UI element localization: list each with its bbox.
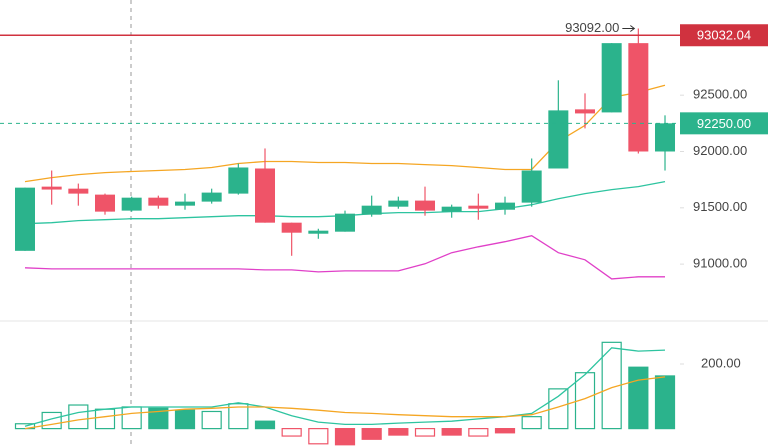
max-label: 93092.00 [565, 20, 619, 35]
y-tick-label: 92500.00 [693, 87, 747, 102]
indicator-line [24, 376, 666, 430]
histogram-bar [574, 372, 596, 430]
price-tag-label: 93032.04 [697, 28, 751, 43]
candle-body [41, 186, 62, 190]
indicator-line [24, 235, 665, 280]
candle-body [601, 43, 622, 113]
candle-body [335, 213, 356, 232]
candle-body [521, 170, 542, 203]
candle-body [201, 192, 222, 202]
histogram-bar [654, 375, 676, 430]
histogram-bar [94, 408, 116, 430]
max-arrow [630, 25, 636, 32]
y-tick-label: 92000.00 [693, 143, 747, 158]
histogram-bar [361, 428, 382, 440]
histogram-bar [334, 428, 356, 446]
y-tick-label: 91500.00 [693, 199, 747, 214]
price-axis: 91000.00 91500.00 92000.00 92500.00 93032.04… [680, 24, 768, 370]
histogram-bar [148, 407, 169, 430]
candle-body [308, 230, 329, 234]
candle-body [148, 197, 169, 206]
candle-body [548, 110, 569, 169]
candle-body [655, 123, 676, 152]
indicator-line [24, 84, 666, 183]
price-tag [680, 24, 768, 47]
candle-body [495, 202, 516, 210]
histogram-bar [521, 416, 542, 430]
histogram-bar [628, 366, 649, 430]
candle-body [468, 205, 489, 209]
candle-body [68, 188, 89, 194]
histogram-bar [414, 428, 436, 437]
price-tag [680, 112, 768, 135]
candle-body [628, 43, 649, 152]
histogram-bar [308, 428, 329, 445]
histogram-bar [494, 428, 516, 434]
histogram-bar [121, 406, 142, 430]
candle-body [361, 205, 382, 215]
candle-body [441, 206, 462, 212]
candle-body [228, 167, 249, 194]
price-tag-label: 92250.00 [697, 116, 751, 131]
candle-body [95, 194, 116, 212]
histogram-bar [228, 403, 249, 430]
histogram-bar [441, 428, 462, 436]
lower-pane [14, 341, 676, 446]
y-tick-label: 91000.00 [693, 256, 747, 271]
candle-body [415, 200, 436, 211]
indicator-line [24, 347, 666, 427]
candle-body [255, 168, 276, 223]
candle-body [388, 200, 409, 207]
candle-body [121, 197, 142, 211]
histogram-bar [468, 428, 489, 437]
histogram-bar [281, 428, 302, 437]
price-pane: 93092.00 [0, 20, 680, 280]
histogram-bar [68, 404, 89, 430]
histogram-bar [174, 409, 196, 430]
histogram-bar [254, 420, 276, 430]
candle-body [175, 201, 196, 206]
candle-body [575, 109, 596, 114]
histogram-bar [388, 428, 409, 436]
candle-body [15, 187, 35, 251]
histogram-bar [201, 410, 222, 430]
candle-body [281, 222, 302, 233]
y-tick-label: 200.00 [701, 355, 741, 370]
